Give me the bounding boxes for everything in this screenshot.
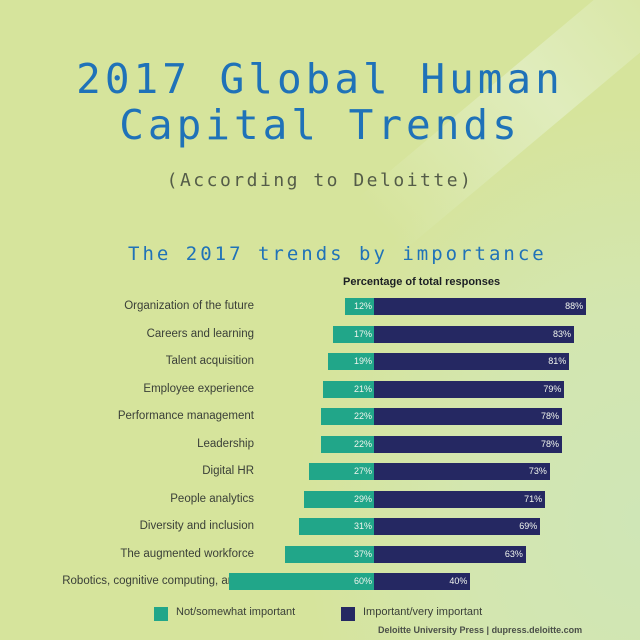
bar-row: Talent acquisition 19% 81% xyxy=(0,353,640,370)
bar-row: Robotics, cognitive computing, and AI 60%… xyxy=(0,573,640,590)
row-label: People analytics xyxy=(170,492,254,505)
bar-row: Digital HR 27% 73% xyxy=(0,463,640,480)
legend-swatch-important xyxy=(341,607,355,621)
bar-not-important: 37% xyxy=(284,545,374,563)
bar-important: 71% xyxy=(374,490,546,508)
row-label: Performance management xyxy=(117,410,254,422)
bar-not-important: 12% xyxy=(345,298,374,315)
bar-not-important: 21% xyxy=(323,380,374,398)
bar-not-important: 17% xyxy=(333,325,374,343)
bar-important: 81% xyxy=(374,353,570,370)
bar-important: 88% xyxy=(374,298,587,315)
row-label: Talent acquisition xyxy=(165,355,254,367)
bar-row: Performance management 22% 78% xyxy=(0,408,640,425)
bar-row: Careers and learning 17% 83% xyxy=(0,325,640,343)
row-label: Careers and learning xyxy=(146,327,254,340)
bar-important: 78% xyxy=(374,435,562,453)
row-label: Robotics, cognitive computing, and AI xyxy=(62,575,254,587)
bar-not-important: 27% xyxy=(308,463,374,480)
row-label: Organization of the future xyxy=(124,300,254,312)
row-label: The augmented workforce xyxy=(120,547,254,560)
page-title-line-2: Capital Trends xyxy=(119,101,521,149)
legend-label-important: Important/very important xyxy=(363,606,483,618)
bar-important: 73% xyxy=(374,463,550,480)
bar-row: Leadership 22% 78% xyxy=(0,435,640,453)
bar-row: Organization of the future 12% 88% xyxy=(0,298,640,315)
bar-not-important: 60% xyxy=(229,573,374,590)
row-label: Leadership xyxy=(197,437,254,450)
bar-row: The augmented workforce 37% 63% xyxy=(0,545,640,563)
axis-label: Percentage of total responses xyxy=(343,276,501,288)
bar-row: Employee experience 21% 79% xyxy=(0,380,640,398)
bar-not-important: 22% xyxy=(320,408,374,425)
bar-row: People analytics 29% 71% xyxy=(0,490,640,508)
row-label: Digital HR xyxy=(202,465,254,477)
bar-important: 40% xyxy=(374,573,471,590)
bar-not-important: 31% xyxy=(299,518,374,535)
legend-label-not-important: Not/somewhat important xyxy=(176,606,296,618)
bar-not-important: 29% xyxy=(304,490,374,508)
bar-important: 63% xyxy=(374,545,526,563)
bar-row: Diversity and inclusion 31% 69% xyxy=(0,518,640,535)
bar-not-important: 19% xyxy=(328,353,374,370)
row-label: Employee experience xyxy=(143,382,254,395)
legend-swatch-not-important xyxy=(154,607,168,621)
bar-important: 69% xyxy=(374,518,541,535)
chart-title: The 2017 trends by importance xyxy=(128,243,547,265)
bar-not-important: 22% xyxy=(320,435,374,453)
bar-important: 78% xyxy=(374,408,562,425)
bar-important: 83% xyxy=(374,325,575,343)
row-label: Diversity and inclusion xyxy=(139,520,254,532)
bar-important: 79% xyxy=(374,380,565,398)
page-subtitle: (According to Deloitte) xyxy=(166,170,474,191)
page-title-line-1: 2017 Global Human xyxy=(76,55,564,103)
source-credit: Deloitte University Press | dupress.delo… xyxy=(378,625,583,635)
